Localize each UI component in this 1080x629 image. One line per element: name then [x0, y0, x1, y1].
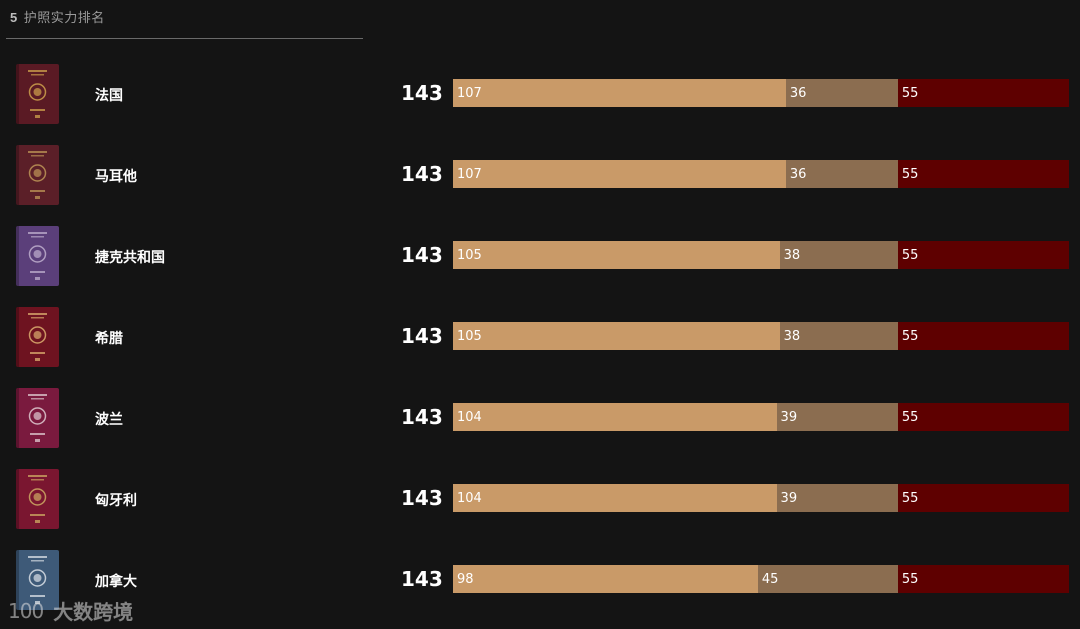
visa-required-segment-label: 55 — [901, 491, 919, 506]
watermark-text: 大数跨境 — [53, 600, 134, 624]
visa-on-arrival-segment: 36 — [785, 79, 898, 107]
visa-free-segment-label: 107 — [457, 167, 482, 182]
country-name: 马耳他 — [95, 169, 137, 185]
visa-free-segment-label: 105 — [457, 248, 482, 263]
rank-header: 5 护照实力排名 — [10, 7, 105, 26]
visa-free-segment-label: 98 — [457, 572, 474, 587]
visa-required-segment-label: 55 — [901, 248, 919, 263]
country-name: 希腊 — [95, 331, 123, 347]
visa-required-segment-label: 55 — [901, 86, 919, 101]
ranking-row: 捷克共和国 143 105 38 55 — [0, 222, 1080, 292]
rank-number: 5 — [10, 10, 18, 25]
visa-on-arrival-segment-label: 38 — [783, 248, 801, 263]
visa-on-arrival-segment-label: 36 — [789, 167, 807, 182]
visa-on-arrival-segment-label: 39 — [780, 410, 798, 425]
visa-free-segment-label: 107 — [457, 86, 482, 101]
visa-required-segment: 55 — [897, 484, 1069, 512]
ranking-row: 加拿大 143 98 45 55 — [0, 546, 1080, 616]
ranking-row: 匈牙利 143 104 39 55 — [0, 465, 1080, 535]
visa-on-arrival-segment: 39 — [776, 403, 898, 431]
passport-czech-icon — [16, 226, 59, 286]
country-name: 加拿大 — [95, 574, 137, 590]
ranking-row: 波兰 143 104 39 55 — [0, 384, 1080, 454]
country-name: 波兰 — [95, 412, 123, 428]
visa-on-arrival-segment-label: 45 — [761, 572, 779, 587]
mobility-score: 143 — [401, 162, 443, 186]
visa-on-arrival-segment: 38 — [779, 322, 898, 350]
visa-breakdown-bar: 104 39 55 — [453, 484, 1069, 512]
country-name: 匈牙利 — [95, 493, 137, 509]
visa-breakdown-bar: 105 38 55 — [453, 322, 1069, 350]
visa-free-segment: 104 — [453, 484, 777, 512]
visa-required-segment: 55 — [897, 565, 1069, 593]
visa-breakdown-bar: 107 36 55 — [453, 160, 1069, 188]
country-name: 捷克共和国 — [95, 250, 165, 266]
visa-on-arrival-segment: 38 — [779, 241, 898, 269]
visa-required-segment: 55 — [897, 160, 1069, 188]
country-name: 法国 — [95, 88, 123, 104]
visa-on-arrival-segment: 45 — [757, 565, 898, 593]
ranking-row: 马耳他 143 107 36 55 — [0, 141, 1080, 211]
visa-on-arrival-segment: 39 — [776, 484, 898, 512]
watermark-logo: 100 — [8, 598, 44, 623]
visa-required-segment: 55 — [897, 322, 1069, 350]
passport-poland-icon — [16, 388, 59, 448]
visa-free-segment: 104 — [453, 403, 777, 431]
mobility-score: 143 — [401, 324, 443, 348]
visa-on-arrival-segment-label: 39 — [780, 491, 798, 506]
visa-breakdown-bar: 107 36 55 — [453, 79, 1069, 107]
passport-hungary-icon — [16, 469, 59, 529]
mobility-score: 143 — [401, 567, 443, 591]
visa-required-segment: 55 — [897, 241, 1069, 269]
visa-on-arrival-segment-label: 38 — [783, 329, 801, 344]
mobility-score: 143 — [401, 81, 443, 105]
visa-breakdown-bar: 98 45 55 — [453, 565, 1069, 593]
visa-free-segment-label: 104 — [457, 410, 482, 425]
visa-free-segment-label: 104 — [457, 491, 482, 506]
visa-required-segment-label: 55 — [901, 329, 919, 344]
mobility-score: 143 — [401, 243, 443, 267]
visa-required-segment-label: 55 — [901, 572, 919, 587]
visa-on-arrival-segment: 36 — [785, 160, 898, 188]
passport-malta-icon — [16, 145, 59, 205]
visa-required-segment: 55 — [897, 403, 1069, 431]
ranking-row: 希腊 143 105 38 55 — [0, 303, 1080, 373]
visa-required-segment-label: 55 — [901, 410, 919, 425]
visa-free-segment: 107 — [453, 79, 786, 107]
visa-breakdown-bar: 105 38 55 — [453, 241, 1069, 269]
mobility-score: 143 — [401, 486, 443, 510]
visa-on-arrival-segment-label: 36 — [789, 86, 807, 101]
visa-required-segment: 55 — [897, 79, 1069, 107]
ranking-row: 法国 143 107 36 55 — [0, 60, 1080, 130]
watermark: 100 大数跨境 — [8, 596, 133, 625]
visa-free-segment-label: 105 — [457, 329, 482, 344]
passport-greece-icon — [16, 307, 59, 367]
header-divider — [6, 38, 363, 39]
visa-free-segment: 107 — [453, 160, 786, 188]
rank-title: 护照实力排名 — [23, 10, 105, 25]
passport-canada-icon — [16, 550, 59, 610]
passport-france-icon — [16, 64, 59, 124]
visa-free-segment: 98 — [453, 565, 758, 593]
mobility-score: 143 — [401, 405, 443, 429]
visa-free-segment: 105 — [453, 241, 780, 269]
visa-free-segment: 105 — [453, 322, 780, 350]
visa-required-segment-label: 55 — [901, 167, 919, 182]
visa-breakdown-bar: 104 39 55 — [453, 403, 1069, 431]
